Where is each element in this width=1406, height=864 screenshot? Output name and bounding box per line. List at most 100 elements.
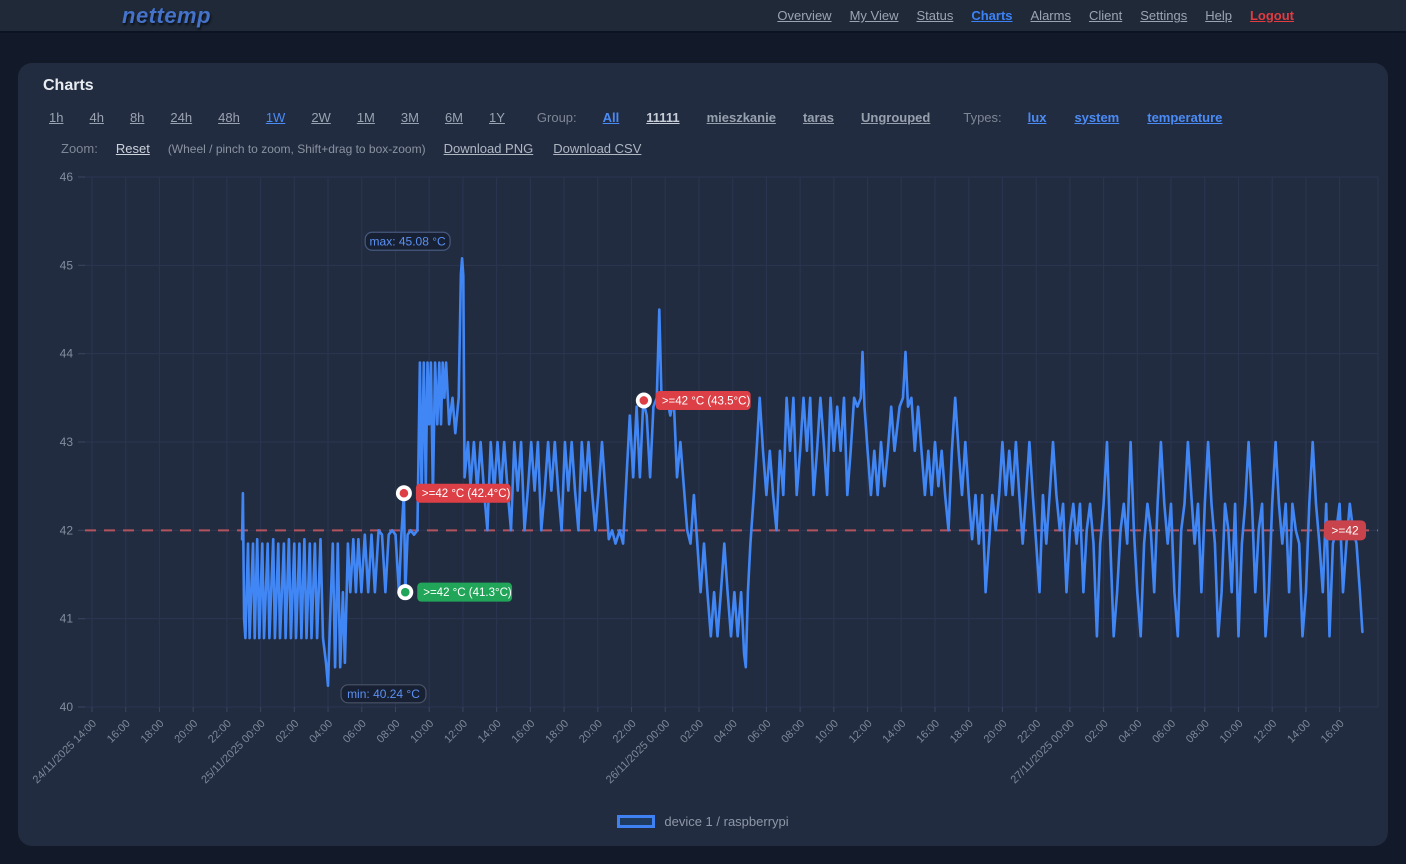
svg-text:16:00: 16:00 [105, 718, 133, 746]
zoom-reset-link[interactable]: Reset [115, 141, 150, 156]
nettemp-logo[interactable]: nettemp [122, 2, 212, 28]
svg-text:14:00: 14:00 [880, 718, 908, 746]
charts-panel: Charts 1h 4h 8h 24h 48h 1W 2W 1M 3M 6M 1Y Group: A… [18, 63, 1388, 846]
svg-text:20:00: 20:00 [577, 718, 605, 746]
svg-text:14:00: 14:00 [1285, 718, 1313, 746]
svg-text:18:00: 18:00 [139, 718, 167, 746]
svg-text:min: 40.24 °C: min: 40.24 °C [347, 687, 420, 701]
range-4h[interactable]: 4h [89, 109, 104, 125]
nav-alarms[interactable]: Alarms [1030, 8, 1071, 23]
chart-area[interactable]: 46 45 44 43 42 41 40 24/11/2025 14:00 16:00 18:00… [18, 167, 1388, 812]
svg-text:27/11/2025 00:00: 27/11/2025 00:00 [1009, 718, 1077, 786]
svg-text:16:00: 16:00 [914, 718, 942, 746]
svg-text:24/11/2025 14:00: 24/11/2025 14:00 [31, 718, 99, 786]
svg-text:04:00: 04:00 [712, 718, 740, 746]
group-taras[interactable]: taras [802, 109, 835, 125]
svg-text:04:00: 04:00 [307, 718, 335, 746]
svg-text:16:00: 16:00 [1319, 718, 1347, 746]
range-24h[interactable]: 24h [170, 109, 193, 125]
download-png-link[interactable]: Download PNG [443, 141, 534, 156]
nav-client[interactable]: Client [1088, 8, 1123, 23]
svg-text:08:00: 08:00 [1184, 718, 1212, 746]
group-links: All 11111 mieszkanie taras Ungrouped [603, 109, 958, 127]
range-1y[interactable]: 1Y [489, 109, 505, 125]
svg-text:06:00: 06:00 [341, 718, 369, 746]
nav-my-view[interactable]: My View [849, 8, 899, 23]
svg-text:12:00: 12:00 [442, 718, 470, 746]
legend-swatch [617, 815, 656, 828]
nav-overview[interactable]: Overview [777, 8, 832, 23]
range-1w[interactable]: 1W [265, 109, 286, 125]
topbar: nettemp Overview My View Status Charts Alarm… [0, 0, 1406, 33]
types-label: Types: [963, 110, 1002, 125]
svg-text:>=42 °C (42.4°C): >=42 °C (42.4°C) [422, 488, 511, 500]
svg-text:>=42 °C (41.3°C): >=42 °C (41.3°C) [423, 587, 512, 599]
svg-text:10:00: 10:00 [408, 718, 436, 746]
svg-text:06:00: 06:00 [746, 718, 774, 746]
svg-text:>=42 °C (43.5°C): >=42 °C (43.5°C) [662, 395, 751, 407]
svg-text:02:00: 02:00 [273, 718, 301, 746]
svg-text:>=42: >=42 [1331, 523, 1359, 537]
group-all[interactable]: All [602, 109, 620, 125]
svg-text:40: 40 [60, 700, 74, 714]
svg-text:18:00: 18:00 [543, 718, 571, 746]
nav-logout[interactable]: Logout [1249, 8, 1294, 23]
svg-text:16:00: 16:00 [510, 718, 538, 746]
svg-text:04:00: 04:00 [1116, 718, 1144, 746]
group-mieszkanie[interactable]: mieszkanie [706, 109, 776, 125]
group-label: Group: [536, 110, 577, 125]
range-6m[interactable]: 6M [444, 109, 463, 125]
type-lux[interactable]: lux [1027, 109, 1047, 125]
range-1m[interactable]: 1M [356, 109, 375, 125]
svg-text:43: 43 [60, 435, 74, 449]
svg-text:45: 45 [60, 258, 74, 272]
svg-text:12:00: 12:00 [1251, 718, 1279, 746]
type-temperature[interactable]: temperature [1147, 109, 1223, 125]
nav-settings[interactable]: Settings [1140, 8, 1188, 23]
svg-text:14:00: 14:00 [476, 718, 504, 746]
svg-text:20:00: 20:00 [172, 718, 200, 746]
svg-text:08:00: 08:00 [375, 718, 403, 746]
svg-text:20:00: 20:00 [982, 718, 1010, 746]
range-links: 1h 4h 8h 24h 48h 1W 2W 1M 3M 6M 1Y [49, 109, 531, 127]
zoom-hint: (Wheel / pinch to zoom, Shift+drag to bo… [167, 141, 426, 156]
range-3m[interactable]: 3M [400, 109, 419, 125]
type-system[interactable]: system [1074, 109, 1120, 125]
range-1h[interactable]: 1h [49, 109, 64, 125]
svg-text:41: 41 [60, 612, 74, 626]
svg-text:18:00: 18:00 [948, 718, 976, 746]
svg-text:44: 44 [60, 347, 74, 361]
legend-label: device 1 / raspberrypi [664, 814, 789, 829]
svg-text:26/11/2025 00:00: 26/11/2025 00:00 [604, 718, 672, 786]
svg-text:10:00: 10:00 [813, 718, 841, 746]
nav-charts[interactable]: Charts [971, 8, 1013, 23]
group-ungrouped[interactable]: Ungrouped [861, 109, 931, 125]
svg-text:22:00: 22:00 [1015, 718, 1043, 746]
range-2w[interactable]: 2W [311, 109, 331, 125]
svg-text:10:00: 10:00 [1218, 718, 1246, 746]
svg-text:max: 45.08 °C: max: 45.08 °C [370, 234, 447, 248]
group-11111[interactable]: 11111 [646, 109, 680, 125]
svg-text:22:00: 22:00 [206, 718, 234, 746]
svg-text:02:00: 02:00 [1083, 718, 1111, 746]
zoom-row: Zoom: Reset (Wheel / pinch to zoom, Shif… [61, 140, 1388, 157]
nav-status[interactable]: Status [916, 8, 954, 23]
svg-text:06:00: 06:00 [1150, 718, 1178, 746]
nav-help[interactable]: Help [1205, 8, 1232, 23]
chart-legend[interactable]: device 1 / raspberrypi [18, 814, 1388, 829]
svg-text:46: 46 [60, 170, 74, 184]
type-links: lux system temperature [1028, 109, 1251, 127]
svg-text:08:00: 08:00 [779, 718, 807, 746]
svg-text:25/11/2025 00:00: 25/11/2025 00:00 [199, 718, 267, 786]
range-48h[interactable]: 48h [218, 109, 240, 125]
range-8h[interactable]: 8h [129, 109, 145, 125]
svg-text:22:00: 22:00 [611, 718, 639, 746]
svg-text:42: 42 [60, 523, 74, 537]
page-title: Charts [43, 77, 94, 94]
controls-row: 1h 4h 8h 24h 48h 1W 2W 1M 3M 6M 1Y Group: All 11111… [49, 109, 1388, 126]
download-csv-link[interactable]: Download CSV [553, 141, 642, 156]
svg-text:02:00: 02:00 [678, 718, 706, 746]
main-nav: Overview My View Status Charts Alarms Client S… [777, 8, 1294, 23]
zoom-label: Zoom: [61, 141, 98, 156]
